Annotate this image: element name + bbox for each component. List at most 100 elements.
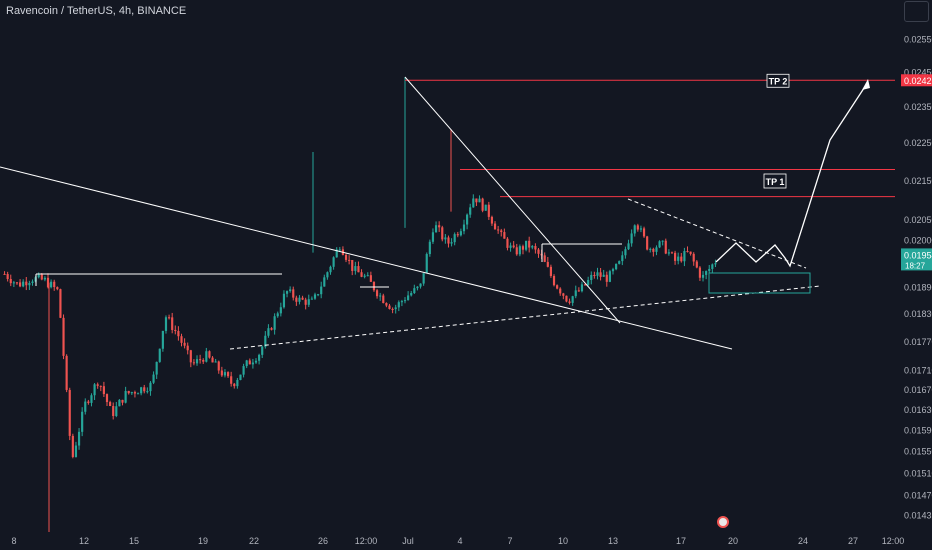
candle-body — [689, 251, 692, 254]
candle-body — [56, 287, 59, 290]
candle-body — [602, 274, 605, 277]
candle-body — [531, 246, 534, 248]
chart-settings-button[interactable] — [904, 1, 929, 22]
candle-body — [407, 295, 410, 301]
candle-body — [124, 390, 127, 403]
candle-body — [475, 198, 478, 203]
candle-body — [195, 359, 199, 364]
candle-body — [444, 237, 447, 240]
countdown-text: 18:27 — [905, 261, 926, 270]
steep-downtrend-line — [404, 76, 621, 324]
candle-body — [158, 348, 161, 362]
candle-body — [223, 372, 227, 376]
candle-body — [615, 263, 618, 270]
candle-body — [50, 281, 53, 288]
x-tick-label: 12:00 — [882, 536, 905, 546]
candle-body — [40, 274, 43, 280]
candle-body — [686, 251, 689, 253]
x-tick-label: 15 — [129, 536, 139, 546]
candle-body — [301, 297, 304, 300]
candle-body — [478, 198, 481, 203]
candle-body — [357, 266, 360, 273]
candle-body — [481, 198, 484, 211]
candle-body — [295, 297, 298, 302]
candle-body — [65, 355, 68, 390]
candle-body — [621, 255, 624, 262]
candle-body — [596, 272, 599, 276]
x-tick-label: 4 — [457, 536, 462, 546]
candle-body — [711, 264, 714, 269]
candle-body — [136, 393, 140, 395]
candle-body — [77, 431, 81, 446]
candle-body — [3, 273, 6, 275]
candle-body — [410, 293, 413, 296]
candle-body — [338, 249, 341, 251]
candle-body — [639, 228, 643, 230]
candle-body — [618, 261, 621, 264]
tp1-label: TP 1 — [766, 177, 785, 187]
candle-body — [96, 384, 99, 386]
current-price-tag — [901, 248, 932, 271]
candle-body — [273, 316, 276, 330]
candle-body — [403, 300, 407, 302]
candle-body — [251, 362, 254, 365]
x-tick-label: 17 — [676, 536, 686, 546]
event-marker-icon — [717, 516, 729, 528]
candle-body — [68, 389, 71, 436]
candle-body — [683, 251, 686, 262]
candle-body — [413, 288, 416, 294]
candle-body — [220, 370, 223, 376]
candle-body — [285, 291, 289, 294]
candle-body — [25, 281, 28, 286]
candle-body — [649, 248, 652, 250]
candle-body — [599, 272, 602, 277]
candle-body — [562, 293, 565, 296]
candle-body — [298, 297, 301, 302]
candle-body — [304, 299, 307, 305]
candle-body — [211, 357, 214, 363]
candle-body — [524, 240, 528, 250]
candle-body — [6, 274, 9, 279]
candle-body — [133, 392, 137, 394]
candle-body — [661, 240, 664, 242]
candle-body — [152, 374, 155, 383]
time-axis[interactable]: 8 12 15 19 22 26 12:00 Jul 4 7 10 13 17 20 24 27 12:00 — [11, 516, 905, 546]
candle-body — [416, 286, 419, 289]
candle-body — [28, 283, 31, 286]
candle-body — [546, 261, 549, 267]
candle-body — [646, 236, 649, 250]
candle-body — [239, 374, 242, 380]
candle-body — [431, 232, 435, 242]
ascending-support-dashed — [229, 285, 821, 350]
candle-body — [552, 275, 556, 286]
x-tick-label: 20 — [728, 536, 738, 546]
candle-body — [59, 289, 62, 318]
candle-body — [388, 305, 391, 309]
candle-body — [379, 295, 382, 297]
candle-body — [323, 277, 326, 287]
candle-body — [171, 317, 174, 330]
candle-body — [348, 259, 351, 261]
candle-body — [84, 401, 87, 412]
x-tick-label: 22 — [249, 536, 259, 546]
consolidation-box — [708, 272, 811, 294]
candle-body — [344, 254, 348, 260]
candle-body — [466, 214, 469, 225]
candle-body — [102, 386, 105, 395]
candle-body — [583, 284, 587, 286]
candle-body — [400, 301, 403, 303]
candle-body — [636, 225, 639, 230]
candle-body — [245, 360, 248, 367]
candle-body — [292, 289, 295, 298]
candle-body — [627, 243, 630, 250]
candle-body — [354, 266, 357, 271]
tp1-label-box — [763, 173, 787, 189]
